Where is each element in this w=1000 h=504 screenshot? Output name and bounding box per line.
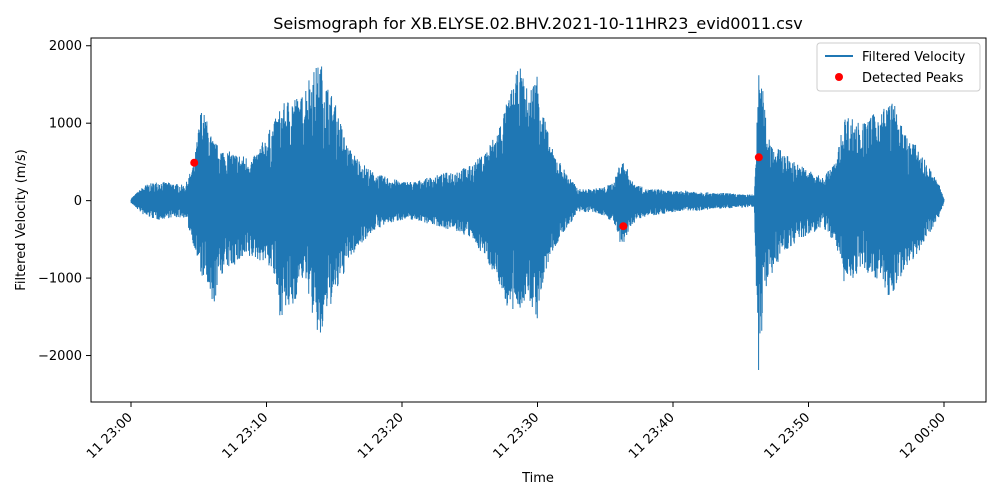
y-axis: 2000 1000 0 −1000 −2000: [38, 39, 91, 364]
x-tick-label: 11 23:30: [491, 410, 543, 462]
legend-marker-swatch: [835, 73, 843, 81]
y-tick-label: −1000: [38, 272, 82, 287]
detected-peak-point: [754, 153, 763, 162]
x-tick-label: 11 23:10: [220, 410, 272, 462]
plot-area: [130, 66, 945, 370]
x-tick-label: 11 23:50: [762, 410, 814, 462]
y-tick-label: 0: [74, 194, 82, 209]
legend-box: [816, 42, 981, 92]
y-tick-label: −2000: [38, 349, 82, 364]
x-tick-label: 11 23:40: [626, 410, 678, 462]
legend-label-filtered-velocity: Filtered Velocity: [862, 50, 966, 65]
detected-peak-point: [619, 222, 628, 231]
legend: Filtered Velocity Detected Peaks: [816, 42, 981, 92]
series-filtered-velocity-line: [130, 66, 945, 370]
y-tick-label: 1000: [49, 117, 82, 132]
chart-title: Seismograph for XB.ELYSE.02.BHV.2021-10-…: [273, 14, 802, 34]
y-axis-label: Filtered Velocity (m/s): [14, 149, 29, 290]
plot-frame: [90, 37, 987, 403]
detected-peak-point: [190, 158, 199, 167]
x-axis-label: Time: [521, 471, 554, 486]
y-tick-label: 2000: [49, 39, 82, 54]
x-axis: 11 23:00 11 23:10 11 23:20 11 23:30 11 23:40…: [84, 402, 949, 462]
x-tick-label: 11 23:20: [355, 410, 407, 462]
x-tick-label: 12 00:00: [897, 410, 949, 462]
x-tick-label: 11 23:00: [84, 410, 136, 462]
legend-label-detected-peaks: Detected Peaks: [862, 71, 964, 86]
